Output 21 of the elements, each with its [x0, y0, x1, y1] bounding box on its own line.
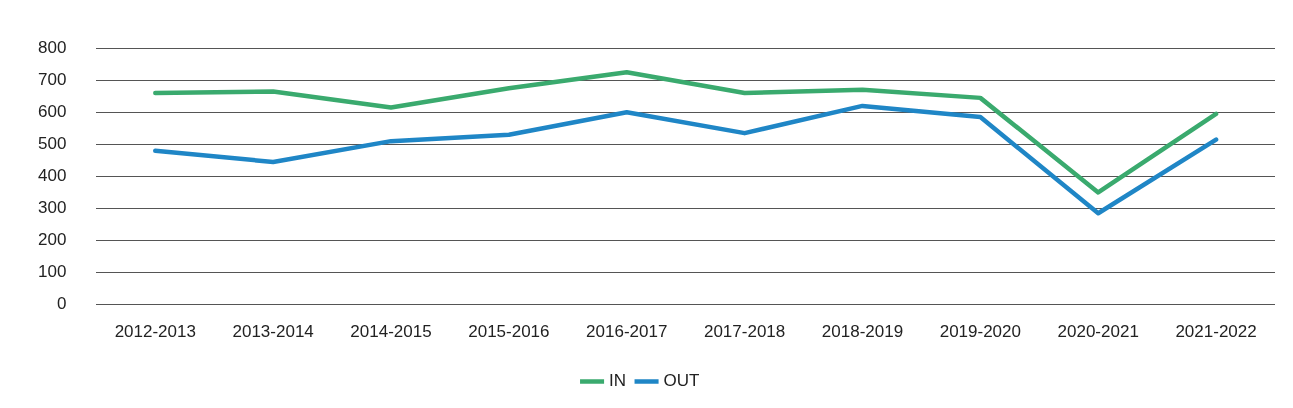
x-tick-label: 2016-2017 [586, 322, 668, 342]
x-tick-label: 2013-2014 [232, 322, 314, 342]
x-tick-label: 2014-2015 [350, 322, 432, 342]
x-tick-label: 2012-2013 [114, 322, 196, 342]
y-tick-label: 400 [37, 166, 67, 186]
legend-label: OUT [663, 371, 700, 391]
x-tick-label: 2020-2021 [1057, 322, 1139, 342]
x-tick-label: 2018-2019 [821, 322, 904, 342]
y-tick-label: 100 [37, 262, 67, 282]
y-tick-label: 500 [37, 134, 67, 154]
y-tick-label: 800 [37, 37, 67, 57]
y-tick-label: 200 [37, 230, 67, 250]
y-tick-label: 0 [56, 294, 67, 314]
y-tick-label: 300 [37, 198, 67, 218]
legend-label: IN [609, 371, 627, 391]
x-tick-label: 2015-2016 [468, 322, 550, 342]
y-tick-label: 700 [37, 69, 67, 89]
x-tick-label: 2019-2020 [939, 322, 1021, 342]
x-tick-label: 2021-2022 [1175, 322, 1257, 342]
y-tick-label: 600 [37, 101, 67, 121]
x-tick-label: 2017-2018 [703, 322, 786, 342]
